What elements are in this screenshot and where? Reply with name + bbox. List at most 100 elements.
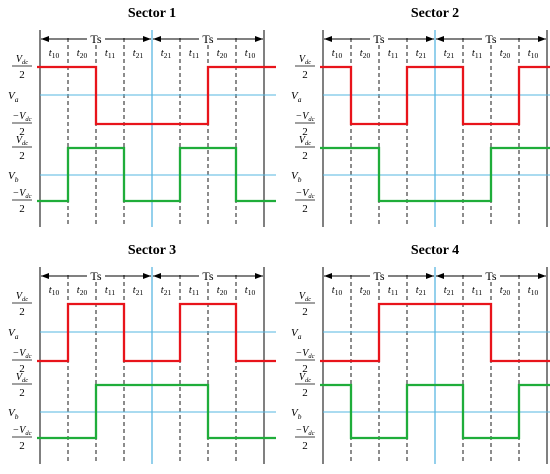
interval-time-label: t20 (500, 285, 511, 297)
level-high-label: Vdc (16, 54, 28, 66)
fraction-denominator: 2 (19, 387, 25, 399)
period-label: Ts (202, 32, 213, 46)
fraction-denominator: 2 (302, 126, 308, 138)
interval-time-label: t11 (388, 285, 398, 297)
period-label: Ts (485, 32, 496, 46)
interval-time-label: t11 (105, 48, 115, 60)
interval-time-label: t21 (444, 48, 455, 60)
level-low-label: −Vdc (296, 348, 315, 360)
interval-time-label: t10 (332, 285, 343, 297)
vb-waveform (320, 146, 550, 203)
interval-time-label: t11 (472, 48, 482, 60)
va-label: Va (291, 90, 302, 104)
fraction-denominator: 2 (302, 150, 308, 162)
level-high-label: Vdc (299, 372, 311, 384)
period-label-background (87, 269, 105, 282)
interval-time-label: t11 (105, 285, 115, 297)
period-label-background (199, 32, 217, 45)
fraction-denominator: 2 (302, 203, 308, 215)
interval-time-label: t11 (472, 285, 482, 297)
level-high-label: Vdc (299, 291, 311, 303)
interval-time-label: t21 (133, 285, 144, 297)
vb-label: Vb (291, 170, 302, 184)
interval-time-label: t20 (217, 285, 228, 297)
fraction-denominator: 2 (302, 387, 308, 399)
sector-title: Sector 3 (128, 243, 176, 258)
interval-time-label: t11 (388, 48, 398, 60)
vb-label: Vb (291, 407, 302, 421)
level-low-label: −Vdc (296, 425, 315, 437)
interval-time-label: t21 (161, 285, 172, 297)
vb-label: Vb (8, 170, 19, 184)
va-waveform (320, 302, 550, 363)
fraction-denominator: 2 (302, 306, 308, 318)
va-waveform (37, 65, 276, 126)
va-label: Va (8, 327, 19, 341)
interval-time-label: t20 (77, 285, 88, 297)
level-high-label: Vdc (16, 372, 28, 384)
level-low-label: −Vdc (13, 348, 32, 360)
fraction-denominator: 2 (19, 306, 25, 318)
interval-time-label: t20 (360, 285, 371, 297)
period-label: Ts (485, 269, 496, 283)
period-label-background (370, 32, 388, 45)
fraction-denominator: 2 (19, 69, 25, 81)
period-label-background (370, 269, 388, 282)
period-label: Ts (202, 269, 213, 283)
va-label: Va (291, 327, 302, 341)
interval-time-label: t21 (416, 48, 427, 60)
interval-time-label: t10 (49, 48, 60, 60)
level-high-label: Vdc (16, 135, 28, 147)
level-low-label: −Vdc (296, 188, 315, 200)
interval-time-label: t21 (416, 285, 427, 297)
vb-label: Vb (8, 407, 19, 421)
interval-time-label: t20 (360, 48, 371, 60)
interval-time-label: t10 (245, 285, 256, 297)
level-high-label: Vdc (299, 135, 311, 147)
level-low-label: −Vdc (13, 188, 32, 200)
interval-time-label: t10 (49, 285, 60, 297)
vb-waveform (37, 146, 276, 203)
level-high-label: Vdc (16, 291, 28, 303)
fraction-denominator: 2 (19, 363, 25, 375)
sector-title: Sector 1 (128, 6, 176, 21)
fraction-denominator: 2 (302, 440, 308, 452)
interval-time-label: t10 (528, 48, 539, 60)
period-label: Ts (373, 269, 384, 283)
fraction-denominator: 2 (19, 203, 25, 215)
sector-title: Sector 2 (411, 6, 459, 21)
va-waveform (320, 65, 550, 126)
vb-waveform (320, 383, 550, 440)
fraction-denominator: 2 (19, 126, 25, 138)
fraction-denominator: 2 (19, 440, 25, 452)
period-label: Ts (90, 32, 101, 46)
va-waveform (37, 302, 276, 363)
period-label: Ts (373, 32, 384, 46)
interval-time-label: t20 (500, 48, 511, 60)
fraction-denominator: 2 (302, 363, 308, 375)
interval-time-label: t11 (189, 285, 199, 297)
level-low-label: −Vdc (296, 111, 315, 123)
interval-time-label: t11 (189, 48, 199, 60)
interval-time-label: t10 (332, 48, 343, 60)
interval-time-label: t20 (217, 48, 228, 60)
period-label-background (482, 32, 500, 45)
interval-time-label: t21 (133, 48, 144, 60)
period-label-background (482, 269, 500, 282)
period-label: Ts (90, 269, 101, 283)
interval-time-label: t10 (245, 48, 256, 60)
period-label-background (87, 32, 105, 45)
interval-time-label: t21 (444, 285, 455, 297)
va-label: Va (8, 90, 19, 104)
interval-time-label: t10 (528, 285, 539, 297)
fraction-denominator: 2 (302, 69, 308, 81)
vb-waveform (37, 383, 276, 440)
level-high-label: Vdc (299, 54, 311, 66)
period-label-background (199, 269, 217, 282)
